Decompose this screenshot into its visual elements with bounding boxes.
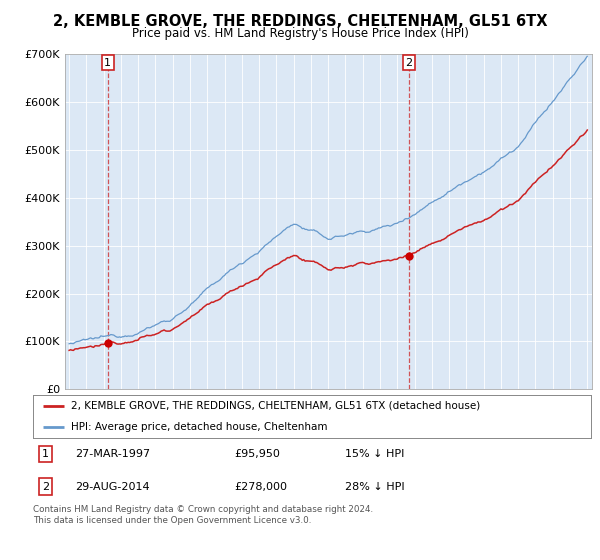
Text: 2: 2 bbox=[42, 482, 49, 492]
Text: 28% ↓ HPI: 28% ↓ HPI bbox=[346, 482, 405, 492]
Text: Contains HM Land Registry data © Crown copyright and database right 2024.
This d: Contains HM Land Registry data © Crown c… bbox=[33, 505, 373, 525]
Text: 2, KEMBLE GROVE, THE REDDINGS, CHELTENHAM, GL51 6TX (detached house): 2, KEMBLE GROVE, THE REDDINGS, CHELTENHA… bbox=[71, 401, 480, 411]
Text: £95,950: £95,950 bbox=[234, 449, 280, 459]
Text: 2: 2 bbox=[405, 58, 412, 68]
Text: 27-MAR-1997: 27-MAR-1997 bbox=[75, 449, 150, 459]
Text: Price paid vs. HM Land Registry's House Price Index (HPI): Price paid vs. HM Land Registry's House … bbox=[131, 27, 469, 40]
Text: 1: 1 bbox=[42, 449, 49, 459]
Text: 2, KEMBLE GROVE, THE REDDINGS, CHELTENHAM, GL51 6TX: 2, KEMBLE GROVE, THE REDDINGS, CHELTENHA… bbox=[53, 14, 547, 29]
Text: 15% ↓ HPI: 15% ↓ HPI bbox=[346, 449, 405, 459]
Text: 29-AUG-2014: 29-AUG-2014 bbox=[75, 482, 149, 492]
Text: £278,000: £278,000 bbox=[234, 482, 287, 492]
Text: 1: 1 bbox=[104, 58, 111, 68]
Text: HPI: Average price, detached house, Cheltenham: HPI: Average price, detached house, Chel… bbox=[71, 422, 328, 432]
